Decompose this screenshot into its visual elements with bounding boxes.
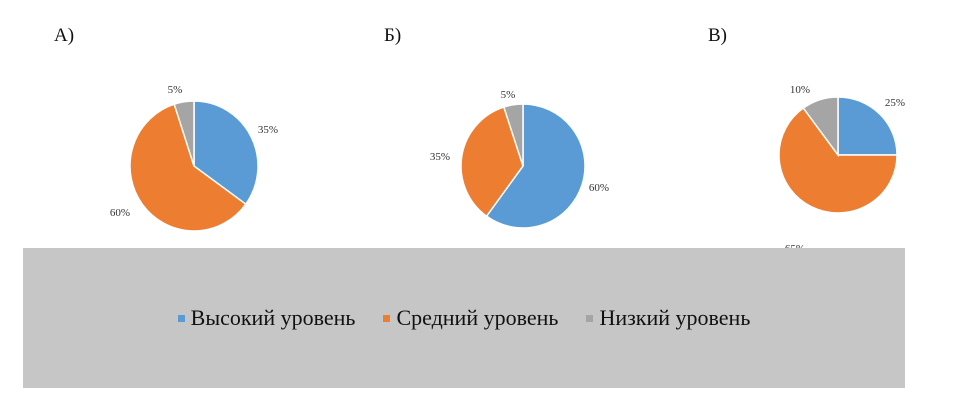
legend-swatch-high xyxy=(177,314,185,322)
legend-item-low: Низкий уровень xyxy=(586,305,750,331)
pie-1-slice-low xyxy=(173,100,195,167)
legend: Высокий уровень Средний уровень Низкий у… xyxy=(23,248,905,388)
legend-swatch-medium xyxy=(383,314,391,322)
pie-3-slice-high xyxy=(837,96,898,156)
pie-2-slice-medium xyxy=(460,106,524,218)
pie-2-label-medium: 35% xyxy=(430,151,450,163)
legend-item-medium: Средний уровень xyxy=(383,305,558,331)
legend-label-high: Высокий уровень xyxy=(190,305,356,330)
pie-2-slice-high xyxy=(485,103,586,229)
panel-label-a: А) xyxy=(54,25,75,46)
pie-3-slice-medium xyxy=(778,107,898,214)
pie-1-slice-medium xyxy=(129,103,247,232)
pie-1-label-medium: 60% xyxy=(110,207,130,219)
pie-2-slice-low xyxy=(502,103,524,167)
pie-3-label-low: 10% xyxy=(790,84,810,96)
pie-2-label-high: 60% xyxy=(589,182,609,194)
pie-1-slice-high xyxy=(193,100,259,206)
pie-2-label-low: 5% xyxy=(501,89,516,101)
legend-label-medium: Средний уровень xyxy=(396,305,559,330)
pie-1-label-low: 5% xyxy=(168,84,183,96)
pie-3-slice-low xyxy=(802,96,839,158)
panel-label-b: Б) xyxy=(384,25,402,46)
legend-label-low: Низкий уровень xyxy=(599,305,751,330)
legend-swatch-low xyxy=(586,314,594,322)
panel-label-c: В) xyxy=(708,25,727,46)
pie-3-label-high: 25% xyxy=(885,97,905,109)
legend-item-high: Высокий уровень xyxy=(177,305,356,331)
pie-1-label-high: 35% xyxy=(258,124,278,136)
